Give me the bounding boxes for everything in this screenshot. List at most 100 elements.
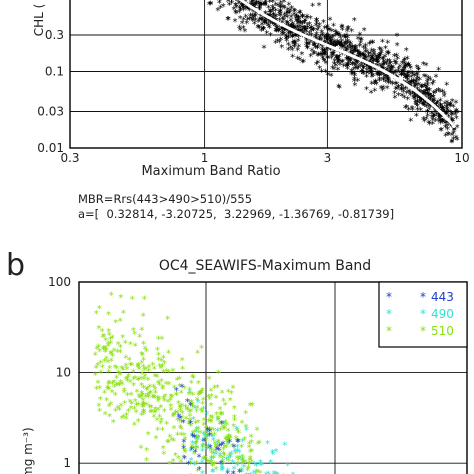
panel-b-point-510: *: [171, 411, 176, 422]
panel-a-point: *: [311, 25, 316, 36]
panel-b-point-510: *: [243, 458, 248, 469]
panel-a-point: *: [413, 100, 418, 111]
panel-a-point: *: [438, 111, 443, 122]
panel-b-point-510: *: [162, 396, 167, 407]
panel-a-point: *: [357, 42, 362, 53]
panel-a-point: *: [420, 93, 425, 104]
panel-a-point: *: [402, 71, 407, 82]
panel-a-point: *: [441, 106, 446, 117]
panel-a-x-tick-label: 0.3: [60, 151, 79, 165]
panel-b-point-490: *: [190, 439, 195, 450]
panel-b-point-510: *: [153, 385, 158, 396]
panel-a-point: *: [453, 110, 458, 121]
panel-a-point: *: [410, 105, 415, 116]
panel-a-point: *: [353, 43, 358, 54]
panel-a-point: *: [365, 60, 370, 71]
panel-a-point: *: [451, 135, 456, 146]
panel-b-point-510: *: [248, 448, 253, 459]
panel-a-point: *: [380, 37, 385, 48]
panel-a-point: *: [288, 28, 293, 39]
panel-b-point-510: *: [221, 445, 226, 456]
panel-a-point: *: [278, 2, 283, 13]
panel-a-point: *: [356, 64, 361, 75]
panel-b-point-510: *: [226, 388, 231, 399]
panel-a-point: *: [359, 60, 364, 71]
panel-a-point: *: [399, 85, 404, 96]
panel-b-point-490: *: [209, 458, 214, 469]
panel-a-point: *: [446, 130, 451, 141]
panel-a-point: *: [403, 62, 408, 73]
panel-a-point: *: [396, 83, 401, 94]
panel-b-point-510: *: [179, 457, 184, 468]
panel-b-point-510: *: [194, 459, 199, 470]
panel-b-point-510: *: [146, 367, 151, 378]
panel-b-point-510: *: [157, 381, 162, 392]
panel-a-point: *: [336, 57, 341, 68]
panel-a-point: *: [362, 59, 367, 70]
panel-b-point-510: *: [240, 418, 245, 429]
panel-b-point-510: *: [136, 362, 141, 373]
panel-a-point: *: [305, 44, 310, 55]
panel-a-point: *: [373, 77, 378, 88]
panel-a-point: *: [421, 60, 426, 71]
panel-a-point: *: [332, 38, 337, 49]
panel-a-point: *: [281, 16, 286, 27]
panel-b-point-510: *: [97, 304, 102, 315]
panel-b-point-510: *: [249, 447, 254, 458]
panel-b-point-510: *: [184, 415, 189, 426]
panel-a-point: *: [353, 45, 358, 56]
panel-b-point-510: *: [203, 423, 208, 434]
panel-a-point: *: [414, 90, 419, 101]
panel-a-point: *: [243, 5, 248, 16]
panel-a-point: *: [294, 31, 299, 42]
panel-b-point-510: *: [212, 440, 217, 451]
panel-a-point: *: [232, 0, 237, 2]
panel-b-point-510: *: [102, 388, 107, 399]
panel-b-point-510: *: [201, 420, 206, 431]
panel-b-point-490: *: [268, 458, 273, 469]
panel-b-point-490: *: [271, 472, 276, 474]
panel-a-point: *: [455, 123, 460, 134]
panel-a-point: *: [286, 30, 291, 41]
panel-a-point: *: [259, 16, 264, 27]
panel-a-point: *: [360, 63, 365, 74]
panel-a-point: *: [303, 17, 308, 28]
panel-a-point: *: [336, 56, 341, 67]
panel-b-point-510: *: [136, 401, 141, 412]
panel-b-point-510: *: [197, 429, 202, 440]
panel-a-point: *: [227, 0, 232, 1]
panel-a-point: *: [361, 64, 366, 75]
panel-b-point-510: *: [142, 295, 147, 306]
panel-a-point: *: [267, 8, 272, 19]
panel-b-point-443: *: [179, 383, 184, 394]
panel-b-point-510: *: [106, 385, 111, 396]
panel-a-point: *: [430, 116, 435, 127]
panel-b-point-510: *: [181, 453, 186, 464]
panel-a-point: *: [435, 99, 440, 110]
panel-a-point: *: [324, 32, 329, 43]
panel-b-point-490: *: [220, 464, 225, 474]
panel-a-point: *: [293, 14, 298, 25]
panel-a-point: *: [349, 43, 354, 54]
panel-a-point: *: [331, 50, 336, 61]
panel-a-point: *: [313, 32, 318, 43]
panel-a-point: *: [292, 7, 297, 18]
panel-a-point: *: [412, 77, 417, 88]
panel-b-point-510: *: [223, 401, 228, 412]
panel-a-point: *: [335, 29, 340, 40]
panel-a-point: *: [431, 93, 436, 104]
panel-b-point-510: *: [117, 381, 122, 392]
panel-b-point-490: *: [274, 470, 279, 474]
panel-a-point: *: [455, 135, 460, 146]
panel-a-point: *: [399, 92, 404, 103]
panel-b-point-510: *: [137, 365, 142, 376]
panel-b-point-510: *: [109, 356, 114, 367]
panel-a-point: *: [384, 73, 389, 84]
panel-a-point: *: [335, 55, 340, 66]
panel-b-point-510: *: [97, 407, 102, 418]
panel-a-point: *: [317, 21, 322, 32]
panel-a-point: *: [280, 30, 285, 41]
panel-b-point-510: *: [113, 390, 118, 401]
panel-b-point-510: *: [146, 393, 151, 404]
panel-b-point-490: *: [205, 428, 210, 439]
